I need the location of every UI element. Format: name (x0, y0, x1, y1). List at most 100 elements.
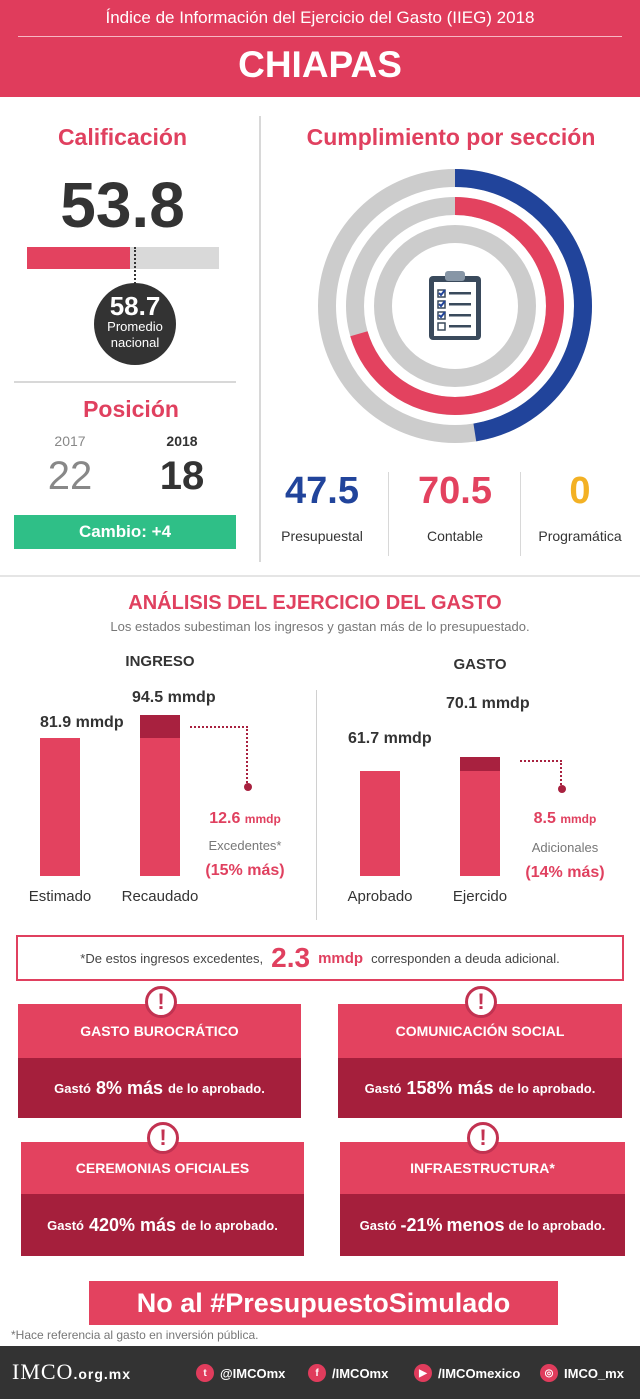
avg-marker-line (134, 247, 136, 287)
recaudado-excess-bar (140, 715, 180, 738)
alert-body-ceremonias-oficiales: Gastó 420% más de lo aprobado. (21, 1194, 304, 1256)
debt-value: 2.3 (271, 942, 311, 973)
index-subtitle: Índice de Información del Ejercicio del … (105, 8, 535, 27)
aprobado-bar (360, 771, 400, 876)
gasto-excess-amount: 8.5 mmdp (510, 810, 620, 828)
national-average-value: 58.7 (109, 291, 161, 321)
alert-word: más (457, 1077, 494, 1098)
ejercido-bar (460, 771, 500, 876)
facebook-handle: /IMCOmx (332, 1365, 389, 1381)
alert-prefix: Gastó (359, 1217, 397, 1233)
section-separator (520, 472, 521, 556)
excess-connector (520, 760, 562, 788)
aprobado-amount: 61.7 mmdp (348, 730, 458, 748)
presupuestal-label: Presupuestal (281, 528, 363, 544)
alert-suffix: de lo aprobado. (181, 1217, 278, 1233)
youtube-icon: ▶ (414, 1364, 432, 1382)
alert-suffix: de lo aprobado. (508, 1217, 606, 1233)
warning-icon: ! (145, 986, 177, 1018)
twitter-icon: t (196, 1364, 214, 1382)
header-divider (18, 36, 622, 37)
instagram-handle: IMCO_mx (564, 1365, 624, 1381)
score-bar-track (27, 247, 219, 269)
alert-word: más (127, 1077, 164, 1098)
estimado-unit: mmdp (75, 714, 124, 731)
alert-pct: 158% (406, 1077, 453, 1098)
programatica-value: 0 (569, 470, 591, 512)
position-2018: 18 (159, 454, 205, 498)
debt-unit: mmdp (318, 949, 364, 967)
alert-suffix: de lo aprobado. (498, 1080, 596, 1096)
connector-dot (244, 783, 252, 791)
youtube-handle: /IMCOmexico (438, 1365, 521, 1381)
alert-prefix: Gastó (54, 1080, 91, 1096)
aprobado-value: 61.7 (348, 730, 380, 747)
calificacion-title: Calificación (57, 124, 188, 150)
contable-value: 70.5 (418, 470, 492, 512)
ingreso-excess-pct: (15% más) (205, 862, 285, 879)
section-divider (14, 381, 236, 383)
instagram-icon: ◎ (540, 1364, 558, 1382)
programatica-label: Programática (538, 528, 622, 544)
recaudado-label: Recaudado (121, 888, 199, 905)
aprobado-unit: mmdp (383, 730, 432, 747)
section-separator (388, 472, 389, 556)
debt-note-box: *De estos ingresos excedentes, 2.3 mmdp … (16, 935, 624, 981)
score-value: 53.8 (60, 169, 185, 241)
column-divider (259, 116, 261, 562)
ejercido-label: Ejercido (452, 888, 508, 905)
logo-text: IMCO (12, 1359, 74, 1384)
gasto-excess-unit: mmdp (560, 812, 597, 826)
ejercido-amount: 70.1 mmdp (446, 695, 566, 713)
position-change-badge: Cambio: +4 (14, 515, 236, 549)
logo-domain[interactable]: .org.mx (73, 1366, 132, 1382)
debt-note-suffix: corresponden a deuda adicional. (371, 950, 560, 966)
estimado-amount: 81.9 mmdp (40, 714, 150, 732)
instagram-link[interactable]: ◎ IMCO_mx (540, 1364, 624, 1382)
national-average-badge: 58.7 Promedio nacional (94, 283, 176, 365)
facebook-link[interactable]: f/IMCOmx (308, 1364, 388, 1382)
contable-label: Contable (426, 528, 484, 544)
analisis-title: ANÁLISIS DEL EJERCICIO DEL GASTO (128, 592, 502, 614)
alert-word: menos (446, 1214, 505, 1235)
state-title: CHIAPAS (238, 44, 402, 85)
analysis-divider (316, 690, 317, 920)
header-banner: Índice de Información del Ejercicio del … (0, 0, 640, 97)
alert-body-infraestructura: Gastó -21% menos de lo aprobado. (340, 1194, 625, 1256)
aprobado-label: Aprobado (347, 888, 413, 905)
estimado-bar (40, 738, 80, 876)
ingreso-title: INGRESO (125, 653, 195, 670)
warning-icon: ! (465, 986, 497, 1018)
ring-arc-presupuestal (318, 169, 592, 443)
alert-pct: 8% (96, 1077, 123, 1098)
alert-body-comunicacion-social: Gastó 158% más de lo aprobado. (338, 1058, 622, 1118)
youtube-link[interactable]: ▶ /IMCOmexico (414, 1364, 520, 1382)
presupuestal-value: 47.5 (285, 470, 359, 512)
footer-bar: IMCO.org.mx t @IMCOmx f/IMCOmx ▶ /IMCOmexi… (0, 1346, 640, 1399)
alert-prefix: Gastó (364, 1080, 402, 1096)
alert-word: más (140, 1214, 177, 1235)
alert-pct: 420% (88, 1214, 136, 1235)
footnote: *Hace referencia al gasto en inversión p… (11, 1328, 259, 1342)
facebook-icon: f (308, 1364, 326, 1382)
gasto-excess-value: 8.5 (533, 810, 556, 827)
ejercido-value: 70.1 (446, 695, 478, 712)
score-bar-fill (27, 247, 131, 269)
recaudado-amount: 94.5 mmdp (132, 689, 262, 707)
year-2018-label: 2018 (166, 433, 198, 449)
hashtag-banner: No al #PresupuestoSimulado (89, 1281, 558, 1325)
ingreso-excess-amount: 12.6 mmdp (190, 810, 300, 828)
alert-suffix: de lo aprobado. (168, 1080, 265, 1096)
gasto-excess-label: Adicionales (531, 840, 599, 855)
position-2017: 22 (47, 454, 93, 498)
ring-track-programática (374, 225, 536, 387)
twitter-link[interactable]: t @IMCOmx (196, 1364, 285, 1382)
recaudado-bar (140, 738, 180, 876)
national-average-label: Promedio nacional (107, 319, 163, 350)
ingreso-excess-unit: mmdp (244, 812, 281, 826)
cumplimiento-title: Cumplimiento por sección (306, 124, 596, 150)
imco-logo: IMCO.org.mx (12, 1359, 131, 1385)
posicion-title: Posición (83, 396, 179, 422)
ejercido-excess-bar (460, 757, 500, 772)
estimado-label: Estimado (28, 888, 92, 905)
